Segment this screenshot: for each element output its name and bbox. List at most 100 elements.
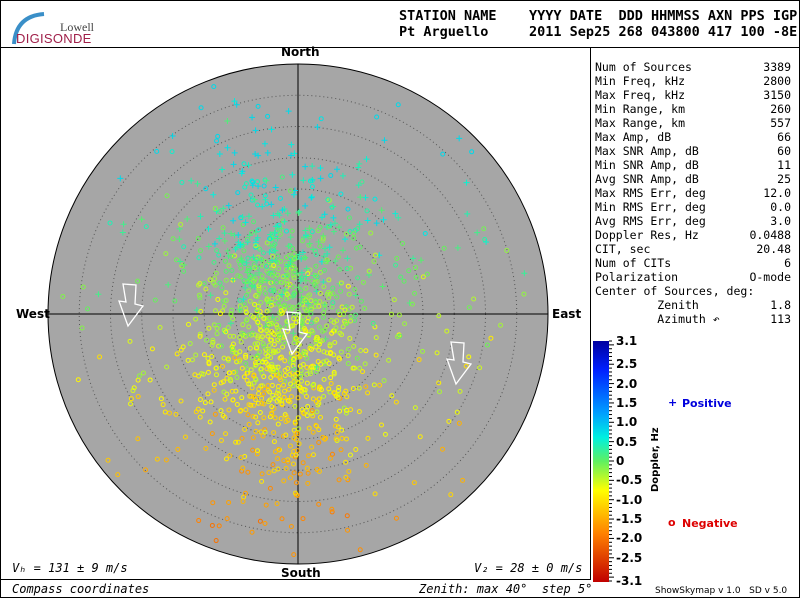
negative-doppler-point	[457, 388, 463, 394]
negative-doppler-point	[226, 263, 232, 269]
negative-doppler-point	[342, 307, 348, 313]
negative-doppler-point	[193, 352, 199, 358]
positive-doppler-point	[270, 212, 277, 219]
positive-doppler-point	[295, 209, 302, 216]
negative-doppler-point	[212, 411, 218, 417]
positive-doppler-point	[308, 193, 315, 200]
negative-doppler-point	[237, 297, 243, 303]
positive-doppler-point	[288, 152, 295, 159]
negative-doppler-point	[275, 456, 281, 462]
negative-doppler-point	[196, 255, 202, 261]
negative-doppler-point	[256, 386, 262, 392]
negative-doppler-point	[363, 348, 369, 354]
positive-doppler-point	[238, 257, 245, 264]
negative-doppler-point	[288, 394, 294, 400]
negative-doppler-point	[336, 356, 342, 362]
negative-doppler-point	[275, 253, 281, 259]
stat-value: 557	[770, 116, 791, 130]
negative-doppler-point	[181, 268, 187, 274]
positive-doppler-point	[406, 300, 413, 307]
positive-doppler-point	[314, 124, 321, 131]
negative-doppler-point	[233, 439, 239, 445]
stat-label: Num of CITs	[595, 256, 672, 270]
negative-doppler-point	[261, 401, 267, 407]
negative-doppler-point	[135, 377, 141, 383]
negative-doppler-point	[373, 352, 379, 358]
negative-doppler-point	[251, 219, 257, 225]
negative-doppler-point	[358, 348, 364, 354]
negative-doppler-point	[305, 470, 311, 476]
stat-label: Max Range, km	[595, 116, 686, 130]
negative-doppler-point	[402, 321, 408, 327]
negative-doppler-point	[250, 278, 256, 284]
negative-doppler-point	[238, 407, 244, 413]
header-values: Pt Arguello 2011 Sep25 268 043800 417 10…	[399, 24, 798, 40]
positive-doppler-point	[279, 207, 286, 214]
negative-doppler-point	[264, 201, 270, 207]
negative-doppler-point	[302, 387, 308, 393]
negative-doppler-point	[348, 407, 354, 413]
negative-doppler-point	[282, 373, 288, 379]
positive-doppler-point	[227, 320, 234, 327]
positive-doppler-point	[176, 225, 183, 232]
negative-doppler-point	[284, 228, 290, 234]
negative-doppler-point	[331, 371, 337, 377]
stat-row: Avg RMS Err, deg 3.0	[595, 214, 791, 228]
stat-row: Polarization O-mode	[595, 270, 791, 284]
negative-doppler-point	[237, 274, 243, 280]
negative-doppler-point	[85, 306, 91, 312]
negative-doppler-point	[293, 437, 299, 443]
negative-doppler-point	[265, 383, 271, 389]
negative-doppler-point	[115, 472, 121, 478]
negative-doppler-point	[252, 341, 258, 347]
negative-doppler-point	[365, 435, 371, 441]
negative-doppler-point	[245, 265, 251, 271]
negative-doppler-point	[262, 291, 268, 297]
negative-doppler-point	[294, 351, 300, 357]
negative-doppler-point	[266, 342, 272, 348]
negative-doppler-point	[253, 428, 259, 434]
negative-doppler-point	[314, 467, 320, 473]
zenith-caption: Zenith: max 40° step 5°	[419, 582, 593, 596]
negative-doppler-point	[321, 376, 327, 382]
negative-doppler-point	[484, 342, 490, 348]
negative-doppler-point	[234, 402, 240, 408]
negative-doppler-point	[283, 432, 289, 438]
positive-doppler-point	[324, 250, 331, 257]
negative-doppler-point	[255, 400, 261, 406]
negative-doppler-point	[316, 427, 322, 433]
positive-doppler-point	[213, 208, 220, 215]
negative-doppler-point	[393, 262, 399, 268]
negative-doppler-point	[209, 353, 215, 359]
positive-doppler-point	[288, 258, 295, 265]
negative-doppler-point	[310, 329, 316, 335]
positive-doppler-point	[230, 161, 237, 168]
negative-doppler-point	[299, 301, 305, 307]
positive-doppler-point	[373, 220, 380, 227]
negative-doppler-point	[298, 387, 304, 393]
negative-doppler-point	[264, 308, 270, 314]
negative-doppler-point	[359, 179, 365, 185]
negative-doppler-point	[283, 255, 289, 261]
negative-doppler-point	[307, 292, 313, 298]
negative-doppler-point	[193, 409, 199, 415]
negative-doppler-point	[209, 522, 215, 528]
positive-doppler-point	[342, 236, 349, 243]
negative-doppler-point	[259, 256, 265, 262]
negative-doppler-point	[300, 516, 306, 522]
positive-doppler-point	[255, 152, 262, 159]
negative-doppler-point	[314, 409, 320, 415]
negative-doppler-point	[289, 370, 295, 376]
negative-doppler-point	[225, 325, 231, 331]
negative-doppler-point	[329, 451, 335, 457]
negative-doppler-point	[329, 330, 335, 336]
positive-doppler-point	[194, 180, 201, 187]
stat-label: Polarization	[595, 270, 679, 284]
colorbar-tick-label: 1.5	[616, 395, 638, 410]
positive-doppler-point	[364, 217, 371, 224]
negative-doppler-point	[397, 333, 403, 339]
negative-doppler-point	[192, 372, 198, 378]
negative-doppler-point	[281, 458, 287, 464]
positive-doppler-point	[266, 249, 273, 256]
negative-doppler-point	[212, 205, 218, 211]
